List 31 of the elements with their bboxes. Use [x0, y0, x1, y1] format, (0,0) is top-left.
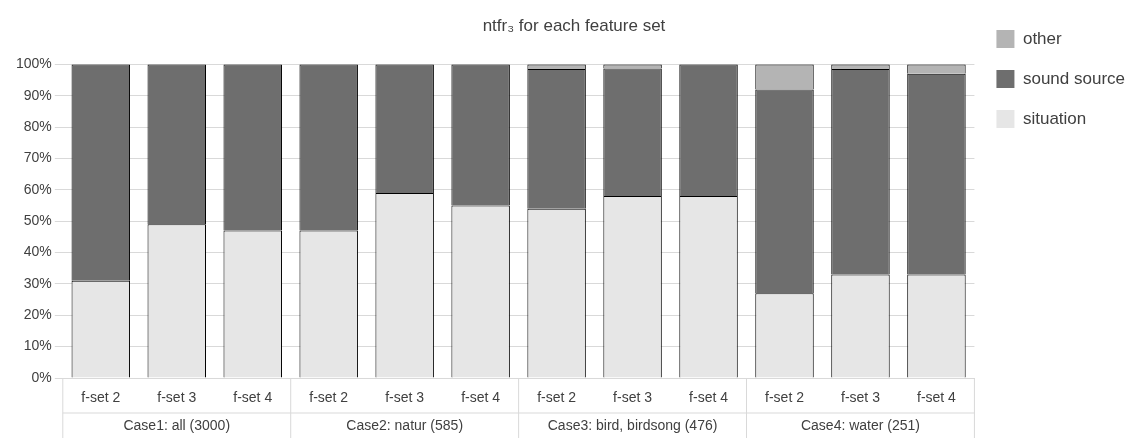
y-tick-label: 30% [23, 274, 52, 291]
chart-title: ntfr₃ for each feature set [482, 15, 666, 35]
x-tick-label: f-set 4 [689, 389, 729, 406]
x-tick-label: f-set 4 [233, 389, 273, 406]
y-tick-label: 100% [15, 55, 52, 72]
y-tick-label: 60% [23, 180, 52, 197]
x-tick-label: f-set 3 [157, 389, 197, 406]
y-tick-label: 70% [23, 149, 52, 166]
x-tick-label: f-set 2 [81, 389, 121, 406]
x-tick-label: f-set 3 [613, 389, 653, 406]
x-tick-label: f-set 4 [917, 389, 957, 406]
legend-label: situation [1022, 108, 1087, 128]
y-tick-label: 0% [31, 368, 52, 385]
y-tick-label: 40% [23, 243, 52, 260]
x-tick-label: f-set 3 [841, 389, 881, 406]
text: Case2: natur (585) [346, 416, 464, 433]
legend-label: sound source [1022, 68, 1126, 88]
x-tick-label: f-set 2 [765, 389, 805, 406]
x-tick-label: f-set 3 [385, 389, 425, 406]
text: Case3: bird, birdsong (476) [547, 416, 718, 433]
legend-label: other [1022, 28, 1063, 48]
y-tick-label: 80% [23, 117, 52, 134]
x-tick-label: f-set 2 [309, 389, 349, 406]
y-tick-label: 50% [23, 212, 52, 229]
text: Case1: all (3000) [123, 416, 231, 433]
y-tick-label: 20% [23, 306, 52, 323]
x-tick-label: f-set 2 [537, 389, 577, 406]
y-tick-label: 90% [23, 86, 52, 103]
y-tick-label: 10% [23, 337, 52, 354]
text: Case4: water (251) [800, 416, 921, 433]
x-tick-label: f-set 4 [461, 389, 501, 406]
